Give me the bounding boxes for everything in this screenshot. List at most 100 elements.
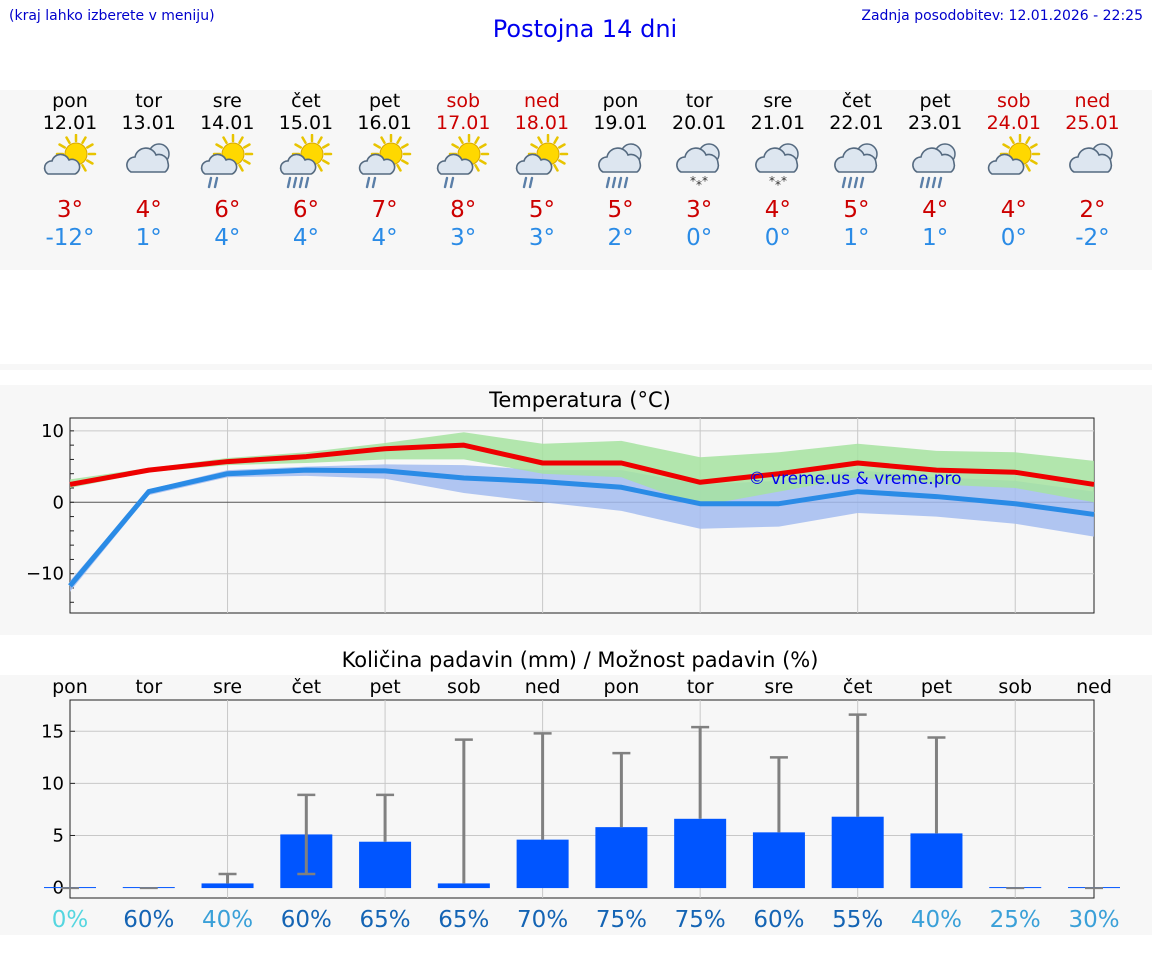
day-column: sob 24.01 4° 0° — [975, 90, 1053, 252]
max-temp: 4° — [135, 197, 162, 223]
min-temp: 0° — [764, 225, 791, 251]
svg-text:*: * — [690, 174, 696, 188]
min-temp: 4° — [292, 225, 319, 251]
max-temp: 5° — [528, 197, 555, 223]
min-temp: 1° — [843, 225, 870, 251]
sun-cloud-light-rain-icon — [515, 134, 569, 189]
day-name: pon — [52, 90, 88, 112]
precip-day-label: ned — [1076, 676, 1112, 698]
min-temp: -2° — [1075, 225, 1110, 251]
day-name: pon — [602, 90, 639, 112]
temperature-chart: 10 0 −10 © vreme.us & vreme.pro — [26, 417, 1095, 614]
max-temp: 7° — [371, 197, 398, 223]
max-temp: 4° — [764, 197, 791, 223]
precip-day-label: sre — [213, 676, 242, 698]
min-temp: 3° — [528, 225, 555, 251]
precipitation-bar — [516, 839, 569, 889]
y-tick-label: 15 — [41, 721, 64, 742]
watermark: © vreme.us & vreme.pro — [748, 469, 961, 489]
day-column: pon 19.01 5° 2° — [582, 90, 660, 252]
precipitation-probability: 55% — [832, 907, 883, 933]
sun-cloud-light-rain-icon — [358, 134, 411, 189]
max-temp: 6° — [214, 197, 241, 223]
day-name: čet — [841, 90, 872, 112]
precip-day-label: tor — [687, 676, 714, 698]
min-temp: 1° — [922, 225, 949, 251]
day-column: pon 12.01 3° -12° — [31, 90, 109, 252]
cloud-rain-icon — [833, 143, 878, 189]
precipitation-probability: 65% — [438, 907, 489, 933]
precipitation-probability: 65% — [360, 907, 411, 933]
cloud-rain-icon — [597, 143, 642, 189]
precip-day-label: sre — [764, 676, 793, 698]
page-title: Postojna 14 dni — [492, 15, 678, 43]
day-date: 25.01 — [1065, 112, 1120, 134]
min-temperature-line — [68, 467, 1095, 588]
precipitation-probability: 60% — [753, 907, 804, 933]
day-date: 17.01 — [436, 112, 491, 134]
precipitation-bar — [437, 883, 490, 889]
day-date: 19.01 — [593, 112, 648, 134]
max-temp: 3° — [686, 197, 713, 223]
day-name: sre — [763, 90, 793, 112]
day-date: 13.01 — [121, 112, 176, 134]
precip-day-label: sob — [447, 676, 481, 698]
day-date: 12.01 — [42, 112, 98, 134]
location-hint: (kraj lahko izberete v meniju) — [9, 8, 215, 24]
precipitation-probability: 60% — [281, 907, 332, 933]
day-column: tor 20.01 * * * 3° 0° — [660, 90, 738, 252]
precip-day-label: pet — [921, 676, 952, 698]
day-date: 18.01 — [514, 112, 570, 134]
cloud-rain-icon — [912, 143, 956, 189]
partly-cloudy-sun-icon — [43, 134, 97, 175]
day-name: ned — [523, 90, 560, 112]
sun-cloud-light-rain-icon — [201, 134, 254, 189]
day-date: 15.01 — [278, 112, 334, 134]
precip-day-label: čet — [292, 676, 322, 698]
y-tick-label: 5 — [53, 825, 64, 846]
day-name: pet — [919, 90, 951, 112]
day-date: 21.01 — [750, 112, 806, 134]
day-column: ned 18.01 5° 3° — [503, 90, 581, 252]
day-date: 22.01 — [829, 112, 884, 134]
min-temp: 4° — [214, 225, 241, 251]
day-column: čet 22.01 5° 1° — [818, 90, 896, 252]
precipitation-bar — [831, 816, 884, 889]
day-date: 24.01 — [986, 112, 1041, 134]
partly-cloudy-sun-icon — [987, 134, 1041, 175]
precip-day-label: sob — [998, 676, 1032, 698]
sun-cloud-rain-icon — [279, 134, 333, 189]
precipitation-bar — [359, 841, 412, 889]
day-date: 20.01 — [671, 112, 727, 134]
last-updated: Zadnja posodobitev: 12.01.2026 - 22:25 — [861, 8, 1143, 24]
precipitation-probability: 30% — [1068, 907, 1119, 933]
day-column: sre 21.01 * * * 4° 0° — [739, 90, 817, 252]
max-temp: 5° — [607, 197, 634, 223]
day-column: pet 16.01 7° 4° — [346, 90, 424, 252]
precipitation-probability: 60% — [123, 907, 174, 933]
max-temperature-band — [70, 432, 1094, 506]
day-name: tor — [685, 90, 713, 112]
day-name: sob — [446, 90, 481, 112]
cloudy-icon — [125, 143, 170, 173]
max-temp: 4° — [922, 197, 949, 223]
precipitation-bar — [910, 833, 963, 889]
day-column: čet 15.01 6° 4° — [267, 90, 345, 252]
precipitation-bar — [752, 832, 805, 889]
max-temp: 3° — [56, 197, 84, 223]
day-column: sob 17.01 8° 3° — [424, 90, 502, 252]
cloudy-icon — [1069, 143, 1114, 173]
day-date: 23.01 — [907, 112, 963, 134]
max-temp: 8° — [450, 197, 477, 223]
precipitation-probability: 40% — [202, 907, 253, 933]
day-column: tor 13.01 4° 1° — [110, 90, 188, 252]
precipitation-bar — [201, 883, 254, 889]
section-divider — [0, 364, 1152, 370]
day-name: čet — [291, 90, 321, 112]
precip-day-label: tor — [135, 676, 162, 698]
min-temp: 2° — [607, 225, 634, 251]
precipitation-chart: pon tor sre čet pet sob ned pon tor sre čet pet sob n… — [41, 676, 1120, 933]
svg-text:*: * — [696, 178, 702, 192]
day-column: pet 23.01 4° 1° — [896, 90, 974, 252]
max-temp: 6° — [292, 197, 319, 223]
